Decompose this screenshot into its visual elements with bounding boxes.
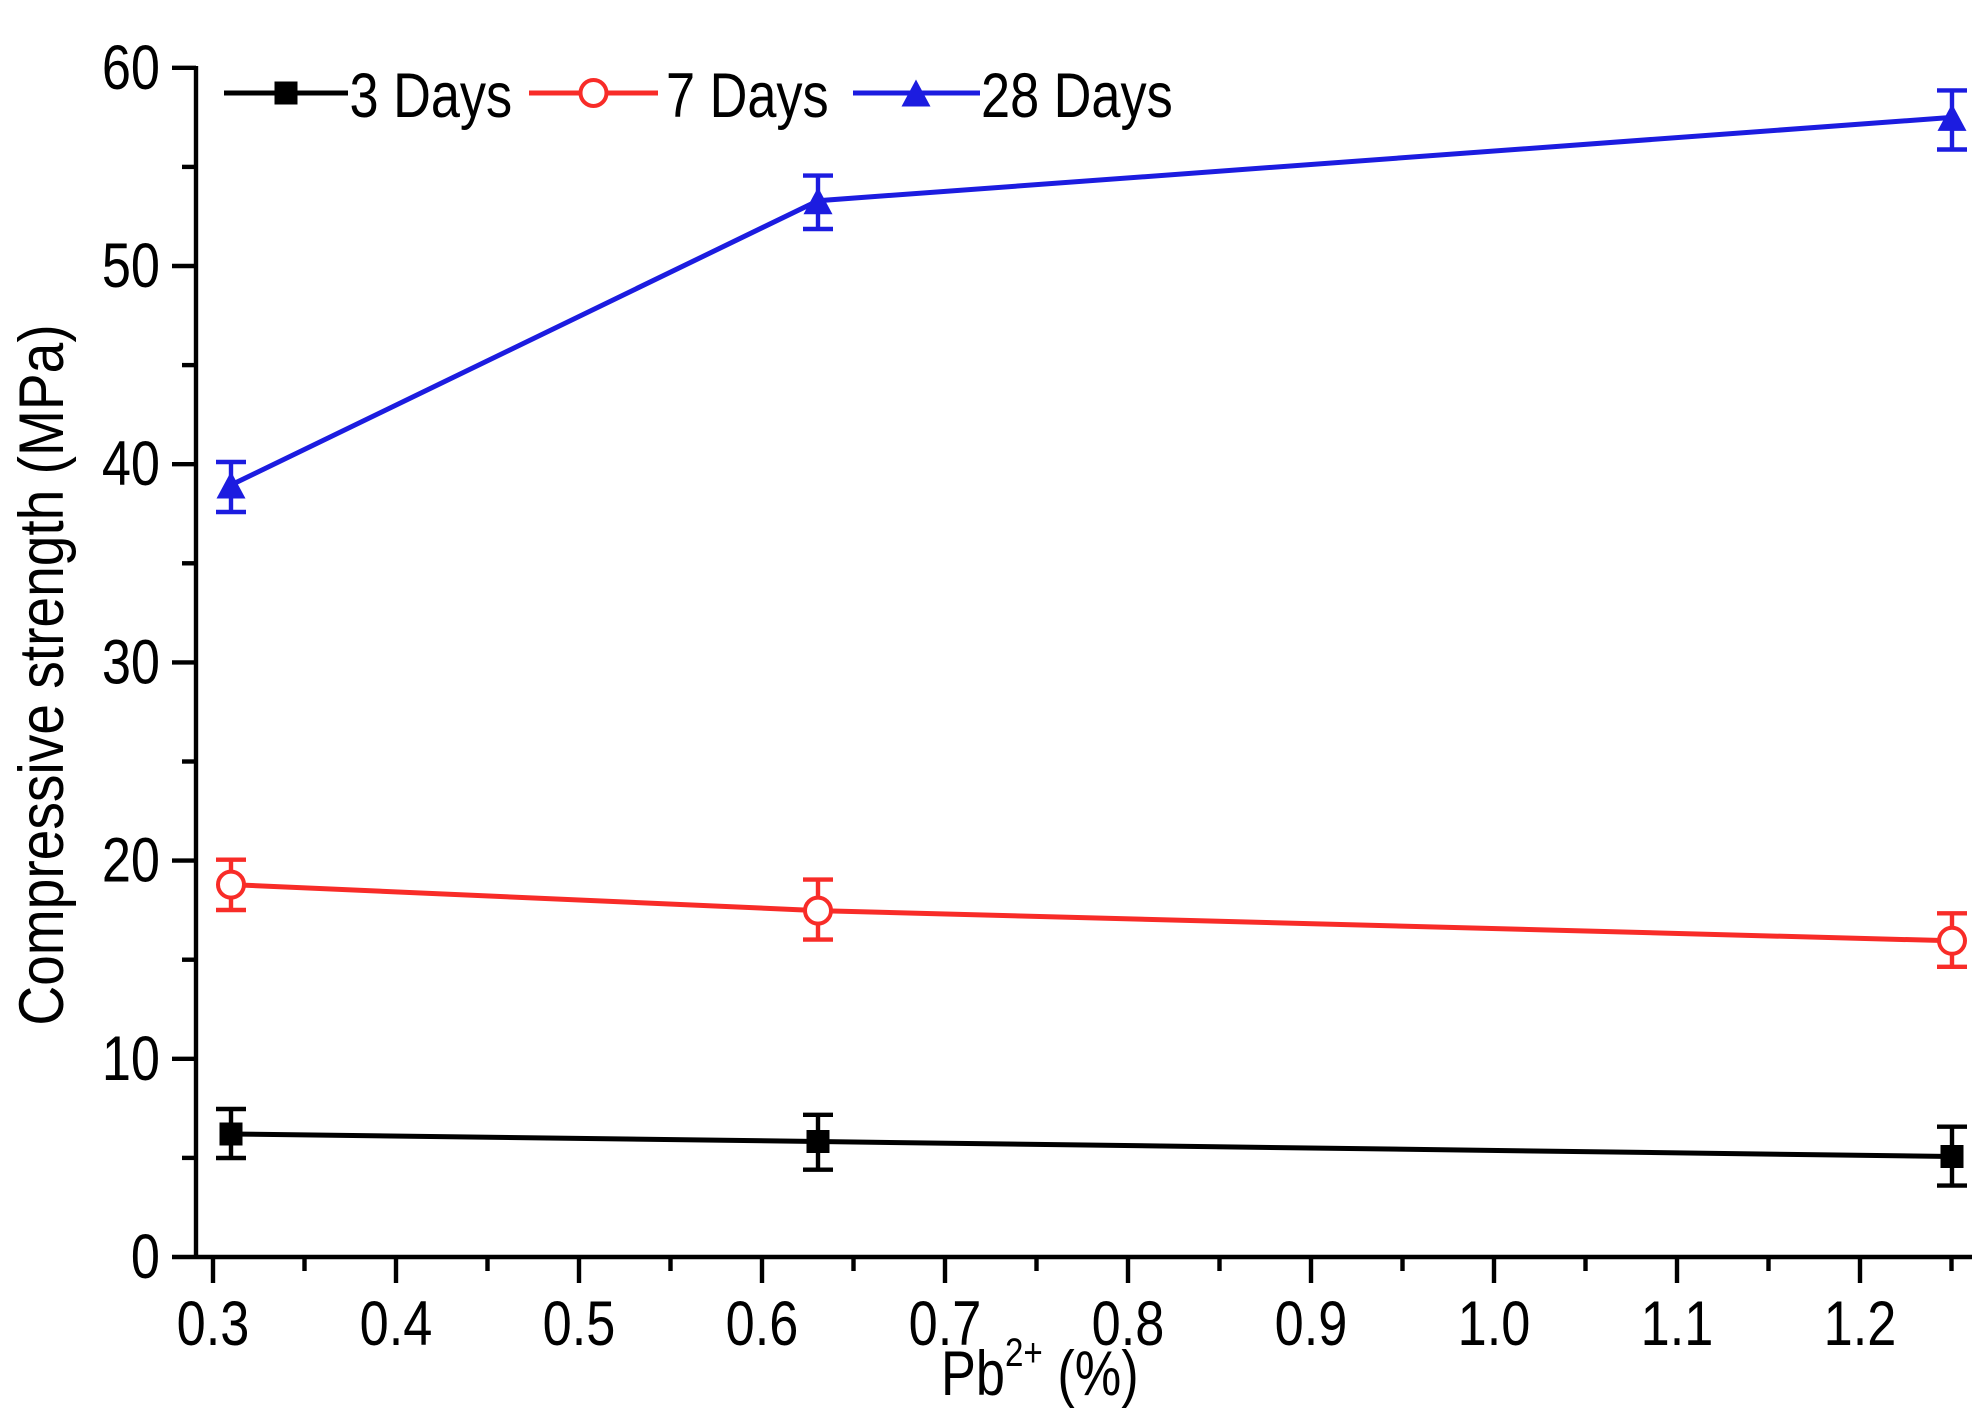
svg-text:40: 40 — [102, 430, 160, 500]
svg-text:0: 0 — [131, 1223, 160, 1293]
svg-text:50: 50 — [102, 232, 160, 302]
svg-text:Compressive strength (MPa): Compressive strength (MPa) — [8, 324, 78, 1025]
svg-text:3 Days: 3 Days — [350, 62, 513, 132]
svg-text:7 Days: 7 Days — [666, 62, 829, 132]
svg-text:0.6: 0.6 — [726, 1290, 799, 1360]
svg-text:20: 20 — [102, 826, 160, 896]
svg-text:30: 30 — [102, 628, 160, 698]
svg-text:0.9: 0.9 — [1275, 1290, 1348, 1360]
svg-text:Pb2+ (%): Pb2+ (%) — [941, 1330, 1139, 1409]
svg-text:1.1: 1.1 — [1641, 1290, 1714, 1360]
svg-text:0.8: 0.8 — [1092, 1290, 1165, 1360]
svg-text:60: 60 — [102, 33, 160, 103]
svg-text:28 Days: 28 Days — [981, 62, 1173, 132]
svg-text:1.2: 1.2 — [1824, 1290, 1897, 1360]
svg-text:10: 10 — [102, 1024, 160, 1094]
svg-text:0.7: 0.7 — [909, 1290, 982, 1360]
svg-text:0.3: 0.3 — [177, 1290, 250, 1360]
svg-text:0.5: 0.5 — [543, 1290, 616, 1360]
svg-text:0.4: 0.4 — [360, 1290, 433, 1360]
svg-text:1.0: 1.0 — [1458, 1290, 1531, 1360]
